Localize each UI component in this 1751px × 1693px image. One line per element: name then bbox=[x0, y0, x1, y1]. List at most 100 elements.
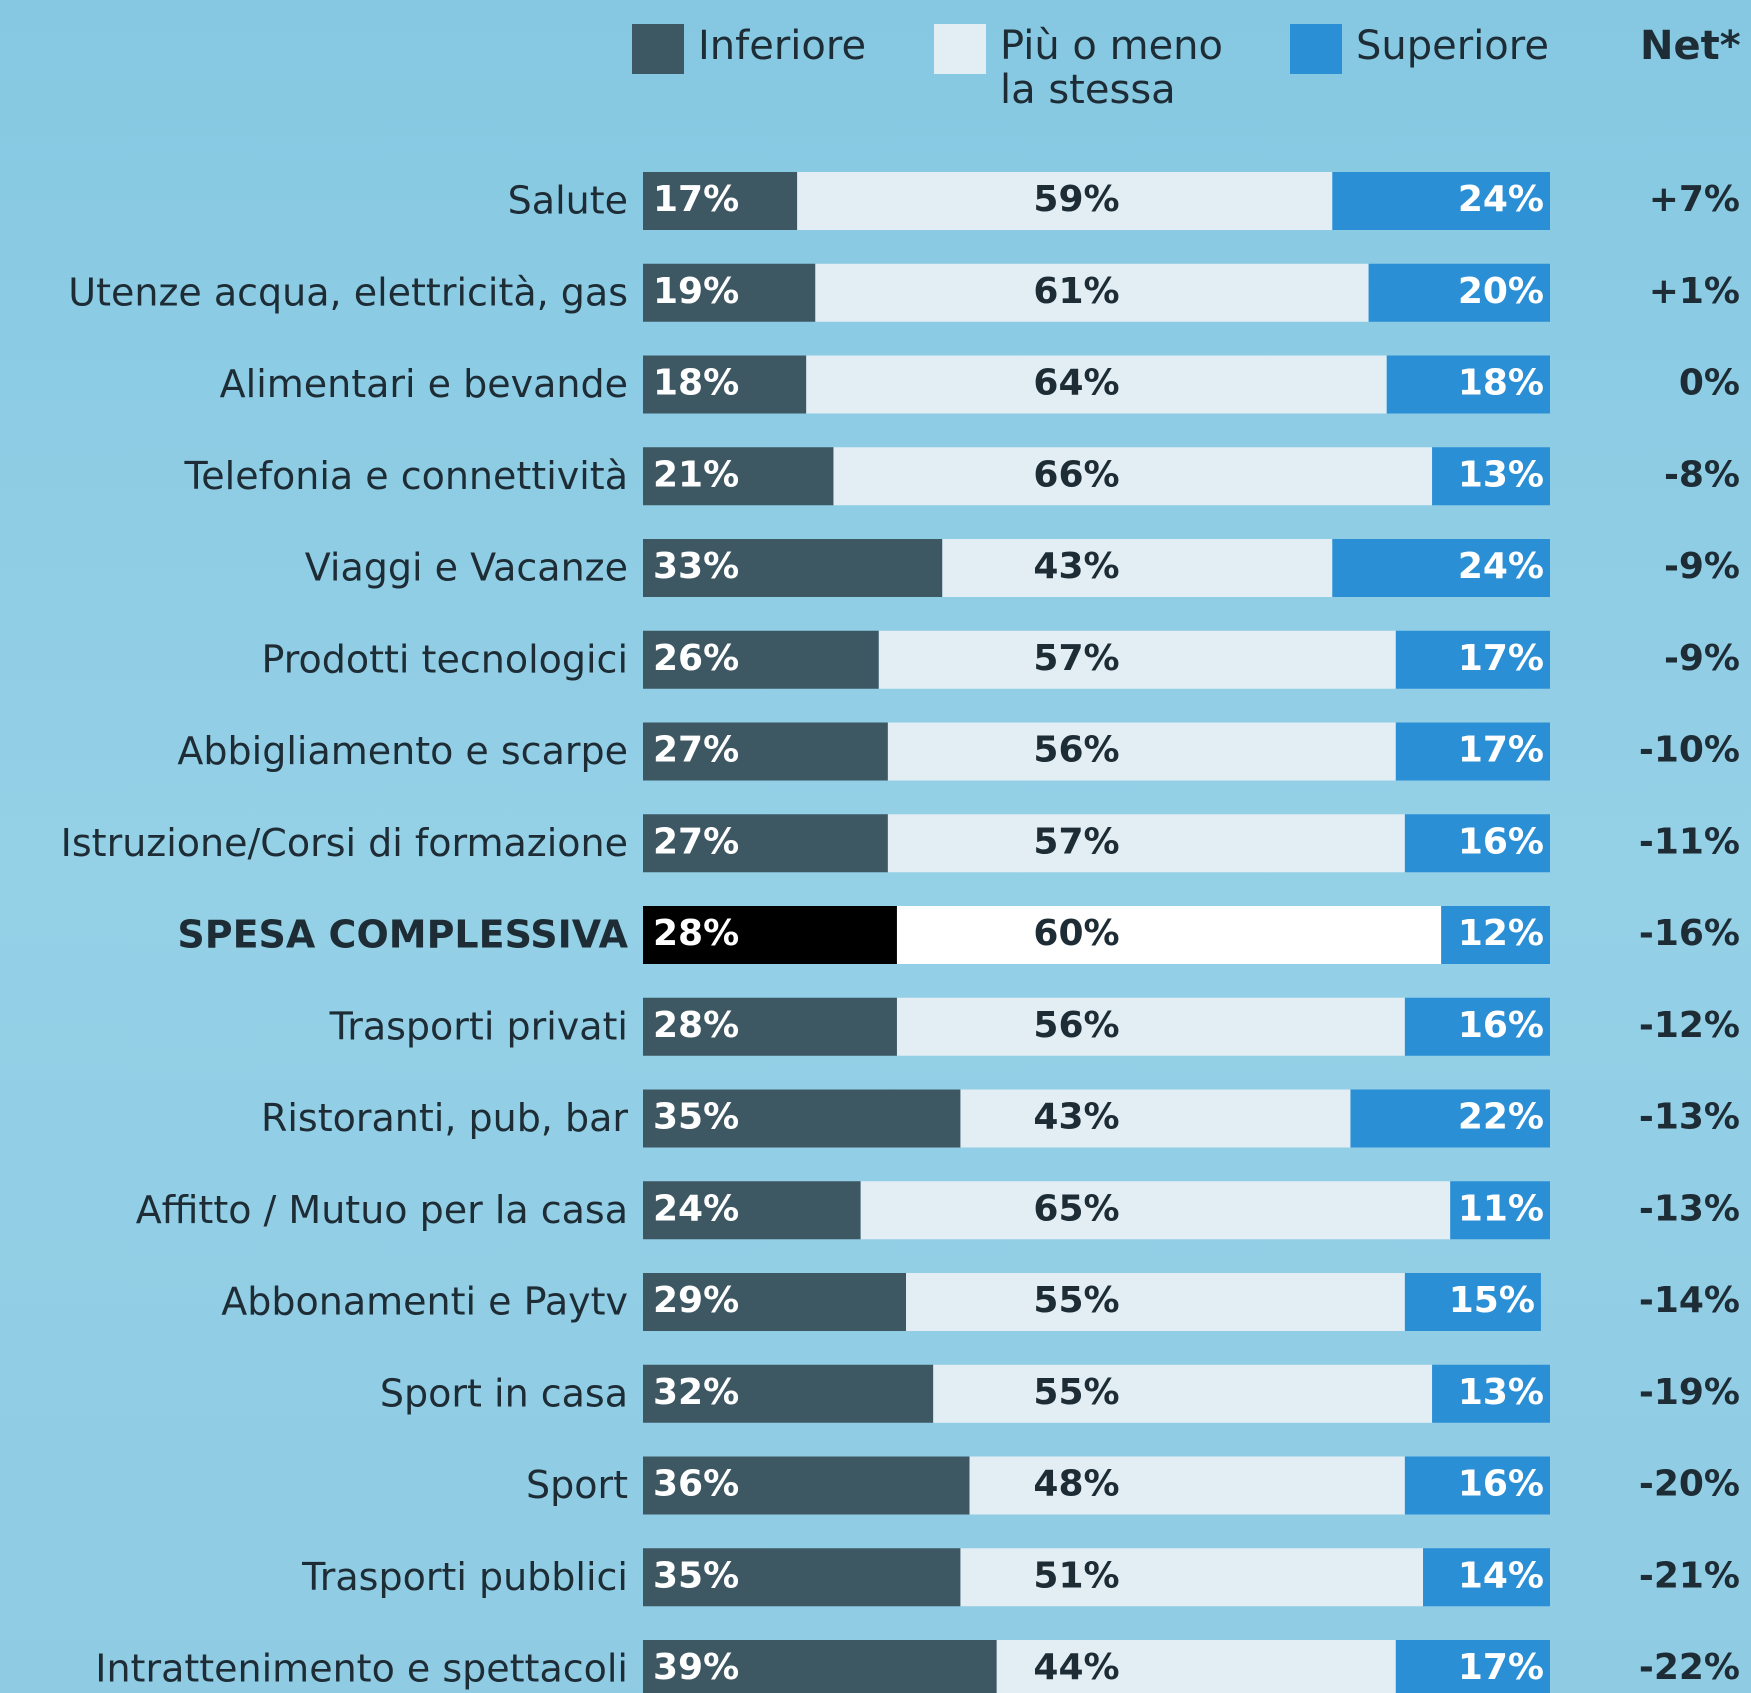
value-label: 32% bbox=[653, 1372, 739, 1413]
value-label: 15% bbox=[1449, 1280, 1535, 1321]
category-label: Trasporti pubblici bbox=[301, 1555, 628, 1599]
bar-segment bbox=[897, 906, 1441, 964]
value-label: 43% bbox=[1033, 546, 1119, 587]
value-label: 66% bbox=[1033, 454, 1119, 495]
bar-segment bbox=[960, 1548, 1423, 1606]
value-label: 29% bbox=[653, 1280, 739, 1321]
value-label: 33% bbox=[653, 546, 739, 587]
value-label: 44% bbox=[1033, 1647, 1119, 1688]
bar-segment bbox=[933, 1365, 1432, 1423]
bar-segment bbox=[879, 631, 1396, 689]
bar-segment bbox=[942, 539, 1332, 597]
value-label: 36% bbox=[653, 1464, 739, 1505]
value-label: 24% bbox=[653, 1188, 739, 1229]
legend-swatch bbox=[934, 24, 986, 74]
value-label: 27% bbox=[653, 821, 739, 862]
bar-segment bbox=[888, 814, 1405, 872]
net-label: -13% bbox=[1639, 1097, 1740, 1138]
value-label: 17% bbox=[1458, 1647, 1544, 1688]
category-label: Abbonamenti e Paytv bbox=[221, 1280, 628, 1324]
value-label: 27% bbox=[653, 730, 739, 771]
value-label: 59% bbox=[1033, 179, 1119, 220]
value-label: 43% bbox=[1033, 1097, 1119, 1138]
net-label: +1% bbox=[1649, 271, 1740, 312]
value-label: 48% bbox=[1033, 1464, 1119, 1505]
value-label: 61% bbox=[1033, 271, 1119, 312]
value-label: 55% bbox=[1033, 1372, 1119, 1413]
bar-segment bbox=[888, 723, 1396, 781]
value-label: 51% bbox=[1033, 1555, 1119, 1596]
net-label: -13% bbox=[1639, 1188, 1740, 1229]
value-label: 57% bbox=[1033, 821, 1119, 862]
legend-swatch bbox=[1290, 24, 1342, 74]
category-label: Telefonia e connettività bbox=[184, 454, 628, 498]
value-label: 56% bbox=[1033, 730, 1119, 771]
value-label: 24% bbox=[1458, 179, 1544, 220]
value-label: 20% bbox=[1458, 271, 1544, 312]
value-label: 17% bbox=[1458, 730, 1544, 771]
bar-segment bbox=[906, 1273, 1405, 1331]
category-label: Sport bbox=[526, 1463, 628, 1507]
net-label: -16% bbox=[1639, 913, 1740, 954]
value-label: 28% bbox=[653, 913, 739, 954]
category-label: Prodotti tecnologici bbox=[261, 637, 628, 681]
value-label: 14% bbox=[1458, 1555, 1544, 1596]
net-header: Net* bbox=[1640, 24, 1741, 68]
net-label: -8% bbox=[1664, 454, 1740, 495]
value-label: 16% bbox=[1458, 1464, 1544, 1505]
value-label: 17% bbox=[1458, 638, 1544, 679]
value-label: 39% bbox=[653, 1647, 739, 1688]
legend-label: Superiore bbox=[1356, 24, 1656, 68]
value-label: 56% bbox=[1033, 1005, 1119, 1046]
value-label: 65% bbox=[1033, 1188, 1119, 1229]
value-label: 26% bbox=[653, 638, 739, 679]
value-label: 24% bbox=[1458, 546, 1544, 587]
page: Salute 17% 59% 24% +7% Utenze acqua, elettric… bbox=[0, 0, 1751, 1693]
net-label: -9% bbox=[1664, 638, 1740, 679]
category-label: Trasporti privati bbox=[329, 1004, 628, 1048]
category-label: Sport in casa bbox=[380, 1371, 628, 1415]
value-label: 21% bbox=[653, 454, 739, 495]
legend-swatch bbox=[632, 24, 684, 74]
net-label: -9% bbox=[1664, 546, 1740, 587]
value-label: 60% bbox=[1033, 913, 1119, 954]
category-label: Ristoranti, pub, bar bbox=[261, 1096, 628, 1140]
net-label: -11% bbox=[1639, 821, 1740, 862]
category-label: Viaggi e Vacanze bbox=[305, 546, 628, 590]
value-label: 22% bbox=[1458, 1097, 1544, 1138]
net-label: -14% bbox=[1639, 1280, 1740, 1321]
category-label: SPESA COMPLESSIVA bbox=[177, 913, 628, 957]
value-label: 35% bbox=[653, 1097, 739, 1138]
value-label: 13% bbox=[1458, 1372, 1544, 1413]
net-label: -12% bbox=[1639, 1005, 1740, 1046]
value-label: 13% bbox=[1458, 454, 1544, 495]
category-label: Abbigliamento e scarpe bbox=[177, 729, 628, 773]
category-label: Istruzione/Corsi di formazione bbox=[61, 821, 628, 865]
value-label: 12% bbox=[1458, 913, 1544, 954]
chart: Salute 17% 59% 24% +7% Utenze acqua, elettric… bbox=[0, 0, 1751, 1693]
net-label: -21% bbox=[1639, 1555, 1740, 1596]
value-label: 57% bbox=[1033, 638, 1119, 679]
category-label: Utenze acqua, elettricità, gas bbox=[68, 270, 628, 314]
value-label: 55% bbox=[1033, 1280, 1119, 1321]
value-label: 17% bbox=[653, 179, 739, 220]
category-label: Intrattenimento e spettacoli bbox=[95, 1647, 628, 1691]
net-label: +7% bbox=[1649, 179, 1740, 220]
net-label: -10% bbox=[1639, 730, 1740, 771]
category-label: Alimentari e bevande bbox=[220, 362, 628, 406]
net-label: -22% bbox=[1639, 1647, 1740, 1688]
bar-segment bbox=[960, 1090, 1350, 1148]
bar-segment bbox=[833, 447, 1432, 505]
value-label: 16% bbox=[1458, 821, 1544, 862]
value-label: 35% bbox=[653, 1555, 739, 1596]
value-label: 28% bbox=[653, 1005, 739, 1046]
category-label: Affitto / Mutuo per la casa bbox=[136, 1188, 628, 1232]
value-label: 11% bbox=[1458, 1188, 1544, 1229]
value-label: 18% bbox=[653, 363, 739, 404]
value-label: 19% bbox=[653, 271, 739, 312]
value-label: 18% bbox=[1458, 363, 1544, 404]
bar-segment bbox=[897, 998, 1405, 1056]
net-label: 0% bbox=[1679, 363, 1740, 404]
category-label: Salute bbox=[508, 179, 628, 223]
value-label: 16% bbox=[1458, 1005, 1544, 1046]
